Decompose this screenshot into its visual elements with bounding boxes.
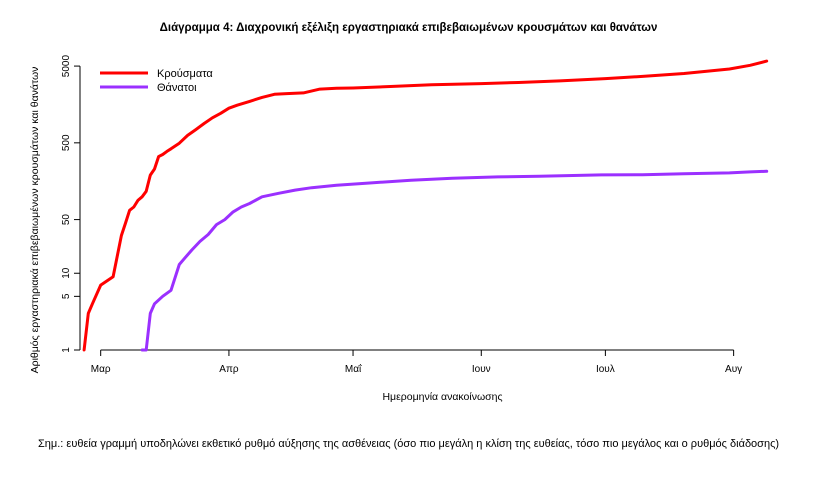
series-line-2	[140, 169, 769, 352]
chart-note: Σημ.: ευθεία γραμμή υποδηλώνει εκθετικό …	[38, 438, 780, 450]
x-tick-label: Ιουν	[472, 364, 491, 375]
x-tick-label: Μαρ	[91, 364, 111, 375]
axes: 1 5 10 50 500 5000 Μαρ Απρ Μαΐ Ιουν Ιουλ Αυγ Ημερομη…	[29, 55, 742, 403]
legend: Κρούσματα Θάνατοι	[100, 68, 213, 94]
y-tick-label: 500	[61, 134, 72, 151]
x-tick-label: Ιουλ	[596, 364, 615, 375]
legend-label-1: Κρούσματα	[157, 68, 213, 80]
x-tick-label: Μαΐ	[345, 363, 362, 375]
y-tick-label: 10	[61, 267, 72, 279]
chart-title: Διάγραμμα 4: Διαχρονική εξέλιξη εργαστηρ…	[159, 22, 658, 34]
y-axis-title: Αριθμός εργαστηριακά επιβεβαιωμένων κρου…	[29, 67, 41, 374]
series-lines	[82, 59, 769, 352]
y-tick-label: 5	[61, 293, 72, 299]
legend-label-2: Θάνατοι	[157, 82, 197, 94]
x-axis-title: Ημερομηνία ανακοίνωσης	[382, 391, 502, 403]
x-tick-label: Απρ	[219, 364, 239, 375]
x-tick-label: Αυγ	[725, 364, 742, 375]
series-line-1	[82, 59, 769, 352]
y-tick-label: 1	[61, 347, 72, 353]
y-tick-label: 5000	[61, 55, 72, 78]
y-tick-label: 50	[61, 214, 72, 226]
